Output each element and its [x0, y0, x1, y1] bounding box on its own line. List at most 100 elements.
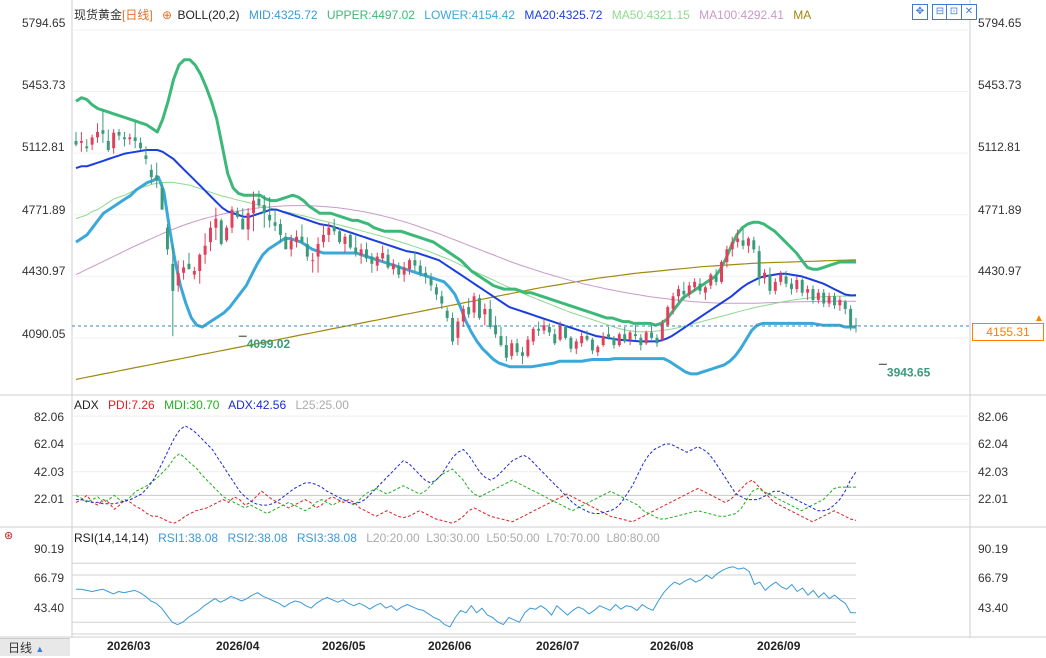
x-tick-label: 2026/06 — [428, 639, 472, 653]
candle-body — [149, 169, 153, 178]
x-tick-label: 2026/03 — [107, 639, 151, 653]
boll-settings-icon[interactable]: ⊕ — [162, 8, 173, 22]
candle-body — [811, 289, 815, 300]
candle-body — [171, 263, 175, 291]
candle-body — [693, 281, 697, 288]
candle-body — [757, 251, 761, 279]
candle-body — [386, 254, 390, 268]
series-line-pdi — [75, 479, 857, 524]
candle-body — [768, 274, 772, 291]
rsi-panel[interactable] — [72, 562, 856, 635]
panel-settings-icon[interactable]: ⊛ — [4, 530, 14, 542]
candle-body — [833, 296, 836, 306]
candle-body — [687, 285, 691, 295]
candle-body — [90, 137, 94, 145]
candle-body — [144, 155, 148, 160]
candle-body — [720, 261, 723, 282]
candle-body — [370, 256, 374, 264]
expand-icon[interactable]: ✥ — [912, 4, 928, 20]
y-tick-label: 5794.65 — [978, 16, 1022, 30]
candle-body — [225, 227, 229, 241]
candle-body — [633, 334, 637, 337]
candle-body — [192, 271, 196, 275]
candle-body — [187, 263, 191, 270]
period-label: [日线] — [122, 8, 153, 22]
y-tick-label: 4430.97 — [22, 264, 66, 278]
candle-body — [96, 131, 99, 138]
candle-body — [736, 238, 740, 243]
instrument-name: 现货黄金 — [74, 8, 123, 22]
candle-body — [305, 243, 309, 257]
candle-body — [133, 137, 137, 141]
candle-body — [504, 345, 508, 358]
price-legend: 现货黄金[日线] ⊕ BOLL(20,2) MID:4325.72 UPPER:… — [74, 6, 817, 23]
close-icon[interactable]: ✕ — [961, 4, 977, 20]
rsi2-value: RSI2:38.08 — [227, 531, 288, 545]
candle-body — [650, 332, 654, 338]
candle-body — [268, 215, 272, 221]
rsi-y-tick: 66.79 — [978, 571, 1009, 585]
adx-y-tick: 42.03 — [34, 465, 65, 479]
x-tick-label: 2026/07 — [536, 639, 580, 653]
series-line-lower — [75, 175, 856, 376]
candle-body — [327, 227, 331, 235]
adx-y-tick: 62.04 — [978, 437, 1009, 451]
candle-body — [106, 140, 110, 151]
candle-body — [564, 326, 567, 338]
candle-body — [666, 307, 670, 326]
candle-body — [580, 336, 584, 344]
candle-body — [725, 249, 729, 262]
candle-body — [257, 198, 261, 206]
adx-y-tick: 82.06 — [34, 410, 65, 424]
adx-panel[interactable] — [72, 415, 970, 524]
candle-body — [607, 334, 611, 338]
chevron-up-icon: ▲ — [35, 644, 45, 654]
candle-body — [311, 260, 315, 262]
candle-body — [160, 187, 164, 210]
candle-body — [418, 265, 422, 273]
candle-body — [456, 321, 460, 338]
candle-body — [278, 224, 282, 235]
candle-body — [795, 280, 799, 290]
candle-body — [375, 256, 379, 266]
candle-body — [644, 332, 648, 344]
candle-body — [488, 308, 492, 327]
candle-body — [359, 249, 363, 255]
candle-body — [816, 292, 820, 300]
candle-body — [203, 245, 207, 255]
candle-body — [246, 213, 250, 230]
series-line-adx — [76, 425, 857, 514]
y-tick-label: 4430.97 — [978, 264, 1022, 278]
boll-lower-value: LOWER:4154.42 — [424, 8, 516, 22]
candle-body — [440, 296, 444, 304]
candle-body — [542, 325, 546, 331]
ma-label: MA — [793, 8, 812, 22]
candle-body — [397, 265, 401, 275]
rsi-name: RSI(14,14,14) — [74, 531, 149, 545]
candle-body — [806, 289, 810, 293]
candle-body — [230, 209, 234, 228]
candle-body — [85, 146, 89, 149]
candle-body — [779, 274, 783, 282]
series-line-mid — [75, 149, 857, 343]
candle-body — [499, 336, 503, 346]
candle-body — [316, 243, 320, 257]
candle-body — [585, 336, 589, 340]
candle-body — [182, 267, 186, 273]
candle-body — [838, 299, 842, 306]
candle-body — [381, 252, 385, 259]
candle-body — [822, 292, 826, 304]
candle-body — [74, 140, 78, 145]
candle-body — [300, 236, 304, 243]
period-selector-button[interactable]: 日线 ▲ — [0, 638, 70, 656]
candle-body — [332, 225, 336, 232]
candle-body — [365, 249, 368, 259]
rsi-y-tick: 66.79 — [34, 571, 65, 585]
series-line-ma50 — [75, 181, 856, 333]
candle-body — [660, 323, 664, 340]
candle-body — [698, 283, 702, 291]
candle-body — [128, 137, 132, 140]
maximize-icon[interactable]: ⊡ — [946, 4, 962, 20]
